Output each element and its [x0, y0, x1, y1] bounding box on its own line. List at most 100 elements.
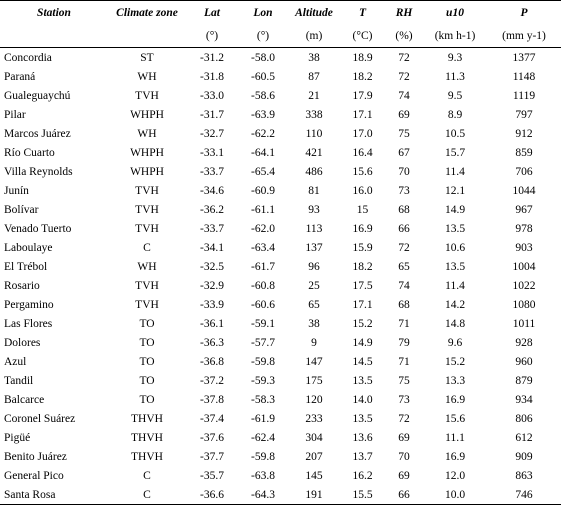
cell-rh: 70 — [398, 450, 410, 463]
cell-altitude: 145 — [305, 469, 323, 482]
cell-rh: 73 — [398, 393, 410, 406]
cell-climate-zone: C — [143, 469, 151, 482]
cell-altitude: 338 — [305, 108, 323, 121]
cell-lon: -64.1 — [251, 146, 275, 159]
table-row: Azul TO -36.8 -59.8 147 14.5 71 15.2 960 — [0, 352, 561, 371]
header-p: P — [487, 0, 561, 25]
cell-p: 706 — [515, 165, 533, 178]
cell-u10: 14.2 — [444, 298, 466, 311]
cell-lat: -37.4 — [200, 412, 224, 425]
cell-p: 1080 — [512, 298, 536, 311]
table-row: Paraná WH -31.8 -60.5 87 18.2 72 11.3 1148 — [0, 67, 561, 86]
cell-station: Dolores — [4, 336, 41, 349]
cell-climate-zone: TO — [139, 336, 155, 349]
unit-altitude: (m) — [288, 25, 340, 48]
cell-station: Las Flores — [4, 317, 53, 330]
cell-p: 863 — [515, 469, 533, 482]
cell-station: Marcos Juárez — [4, 127, 71, 140]
cell-p: 1119 — [512, 89, 536, 102]
cell-u10: 11.4 — [445, 279, 465, 292]
cell-climate-zone: C — [108, 485, 186, 505]
cell-climate-zone: THVH — [131, 450, 163, 463]
cell-station: Villa Reynolds — [4, 165, 73, 178]
cell-lon: -61.7 — [251, 260, 275, 273]
cell-station: Venado Tuerto — [4, 222, 72, 235]
cell-u10: 9.6 — [447, 336, 463, 349]
cell-climate-zone: TVH — [135, 203, 159, 216]
cell-p: 797 — [515, 108, 533, 121]
header-row: Station Climate zone Lat Lon Altitude T … — [0, 0, 561, 25]
cell-climate-zone: TVH — [135, 222, 159, 235]
cell-altitude: 191 — [288, 485, 340, 505]
cell-t: 15.2 — [352, 317, 373, 330]
cell-altitude: 486 — [305, 165, 323, 178]
cell-t: 13.6 — [352, 431, 373, 444]
header-station: Station — [0, 0, 108, 25]
cell-climate-zone: TO — [139, 393, 155, 406]
cell-p: 1022 — [512, 279, 536, 292]
cell-rh: 72 — [398, 412, 410, 425]
cell-lon: -62.0 — [251, 222, 275, 235]
cell-rh: 70 — [398, 165, 410, 178]
cell-altitude: 304 — [305, 431, 323, 444]
cell-rh: 72 — [398, 51, 410, 64]
cell-u10: 8.9 — [447, 108, 463, 121]
cell-lat: -31.2 — [200, 51, 224, 64]
cell-lat: -37.7 — [200, 450, 224, 463]
cell-rh: 69 — [398, 108, 410, 121]
cell-altitude: 87 — [308, 70, 320, 83]
cell-u10: 10.0 — [423, 485, 487, 505]
cell-u10: 13.5 — [444, 222, 466, 235]
cell-t: 15.6 — [352, 165, 373, 178]
cell-t: 17.0 — [352, 127, 373, 140]
cell-u10: 16.9 — [444, 450, 466, 463]
cell-station: Concordia — [4, 51, 52, 64]
cell-lat: -34.1 — [200, 241, 224, 254]
cell-u10: 9.5 — [447, 89, 463, 102]
cell-lon: -60.8 — [251, 279, 275, 292]
cell-climate-zone: C — [143, 241, 151, 254]
table-row: Venado Tuerto TVH -33.7 -62.0 113 16.9 66 13.5 9… — [0, 219, 561, 238]
cell-lon: -65.4 — [251, 165, 275, 178]
cell-rh: 65 — [398, 260, 410, 273]
cell-station: Balcarce — [4, 393, 45, 406]
cell-altitude: 96 — [308, 260, 320, 273]
cell-t: 16.4 — [352, 146, 373, 159]
cell-altitude: 81 — [308, 184, 320, 197]
cell-rh: 69 — [398, 469, 410, 482]
cell-rh: 67 — [398, 146, 410, 159]
cell-altitude: 233 — [305, 412, 323, 425]
table-row: Marcos Juárez WH -32.7 -62.2 110 17.0 75 10.5 91… — [0, 124, 561, 143]
cell-p: 909 — [515, 450, 533, 463]
cell-t: 13.5 — [352, 412, 373, 425]
header-rh: RH — [385, 0, 423, 25]
cell-lon: -59.1 — [251, 317, 275, 330]
cell-climate-zone: TVH — [135, 279, 159, 292]
cell-t: 17.5 — [352, 279, 373, 292]
cell-lat: -36.2 — [200, 203, 224, 216]
cell-u10: 12.1 — [444, 184, 466, 197]
cell-lon: -64.3 — [238, 485, 288, 505]
cell-station: Gualeguaychú — [4, 89, 71, 102]
cell-t: 16.9 — [352, 222, 373, 235]
header-u10: u10 — [423, 0, 487, 25]
cell-t: 16.0 — [352, 184, 373, 197]
table-row: Concordia ST -31.2 -58.0 38 18.9 72 9.3 1377 — [0, 48, 561, 68]
table-row: Santa Rosa C -36.6 -64.3 191 15.5 66 10.0 746 — [0, 485, 561, 505]
cell-t: 14.0 — [352, 393, 373, 406]
cell-rh: 75 — [398, 374, 410, 387]
cell-lat: -36.8 — [200, 355, 224, 368]
cell-lon: -58.0 — [251, 51, 275, 64]
cell-climate-zone: THVH — [131, 412, 163, 425]
table-row: Pigüé THVH -37.6 -62.4 304 13.6 69 11.1 612 — [0, 428, 561, 447]
cell-station: Paraná — [4, 70, 36, 83]
cell-climate-zone: WHPH — [130, 108, 164, 121]
cell-p: 612 — [515, 431, 533, 444]
cell-lat: -32.9 — [200, 279, 224, 292]
cell-altitude: 137 — [305, 241, 323, 254]
cell-lat: -33.9 — [200, 298, 224, 311]
cell-rh: 74 — [398, 279, 410, 292]
cell-u10: 11.3 — [445, 70, 465, 83]
cell-station: General Pico — [4, 469, 64, 482]
cell-p: 1377 — [512, 51, 536, 64]
